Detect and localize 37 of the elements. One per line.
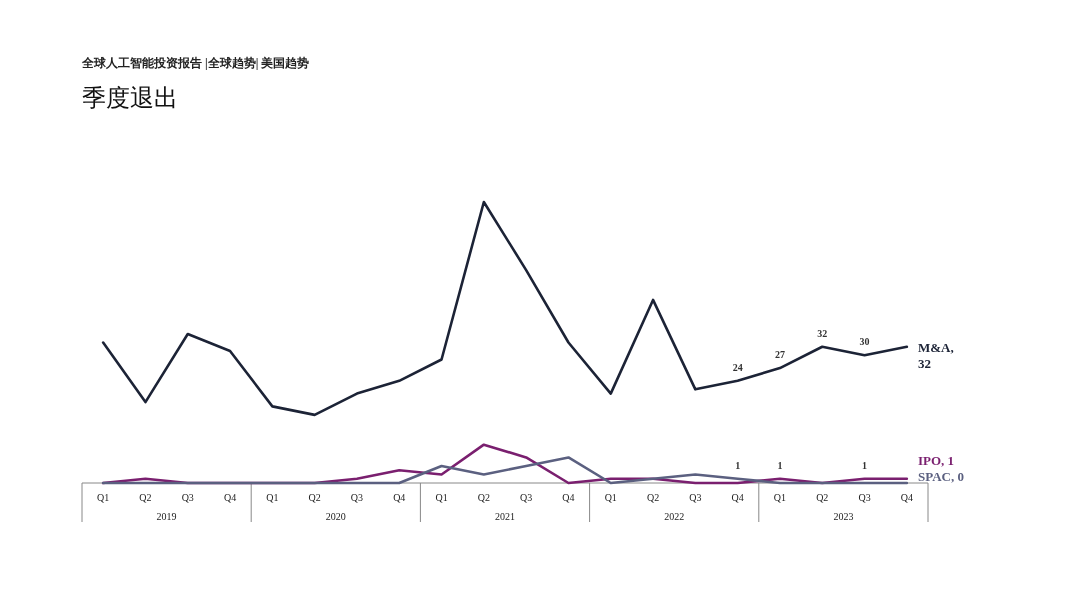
data-label: 1 [735, 459, 741, 471]
x-tick-label: Q3 [181, 492, 194, 503]
data-label: 1 [862, 459, 868, 471]
x-tick-label: Q3 [350, 492, 364, 503]
data-label: 24 [732, 361, 743, 373]
x-tick-label: Q1 [266, 492, 279, 503]
x-tick-label: Q1 [97, 492, 110, 503]
series-label: IPO, 1 [918, 452, 955, 468]
x-tick-label: Q4 [223, 492, 237, 503]
series-label: SPAC, 0 [918, 468, 964, 484]
text: 2022 [664, 511, 685, 522]
x-tick-label: Q1 [773, 492, 787, 503]
x-tick-label: Q4 [393, 492, 406, 503]
data-label: 30 [859, 336, 870, 348]
data-label: 32 [817, 327, 828, 339]
text: 2020 [325, 511, 346, 522]
x-tick-label: Q1 [435, 492, 448, 503]
text: 2019 [156, 511, 177, 522]
x-tick-label: Q4 [562, 492, 575, 503]
text: 2021 [495, 511, 515, 522]
x-tick-label: Q4 [731, 492, 744, 503]
x-tick-label: Q2 [139, 492, 152, 503]
x-tick-label: Q2 [308, 492, 321, 503]
data-label: 1 [777, 459, 783, 471]
x-tick-label: Q2 [816, 492, 829, 503]
data-label: 27 [774, 349, 785, 361]
text: 2023 [833, 511, 854, 522]
x-tick-label: Q3 [858, 492, 871, 503]
chart-subtitle: 全球人工智能投资报告 |全球趋势| 美国趋势 [81, 56, 310, 70]
x-tick-label: Q2 [477, 492, 490, 503]
x-tick-label: Q3 [520, 492, 533, 503]
x-tick-label: Q3 [689, 492, 702, 503]
x-tick-label: Q1 [604, 492, 617, 503]
x-tick-label: Q2 [646, 492, 660, 503]
series-label: M&A, 32 [918, 339, 954, 371]
chart-title: 季度退出 [82, 84, 178, 112]
x-tick-label: Q4 [900, 492, 913, 503]
